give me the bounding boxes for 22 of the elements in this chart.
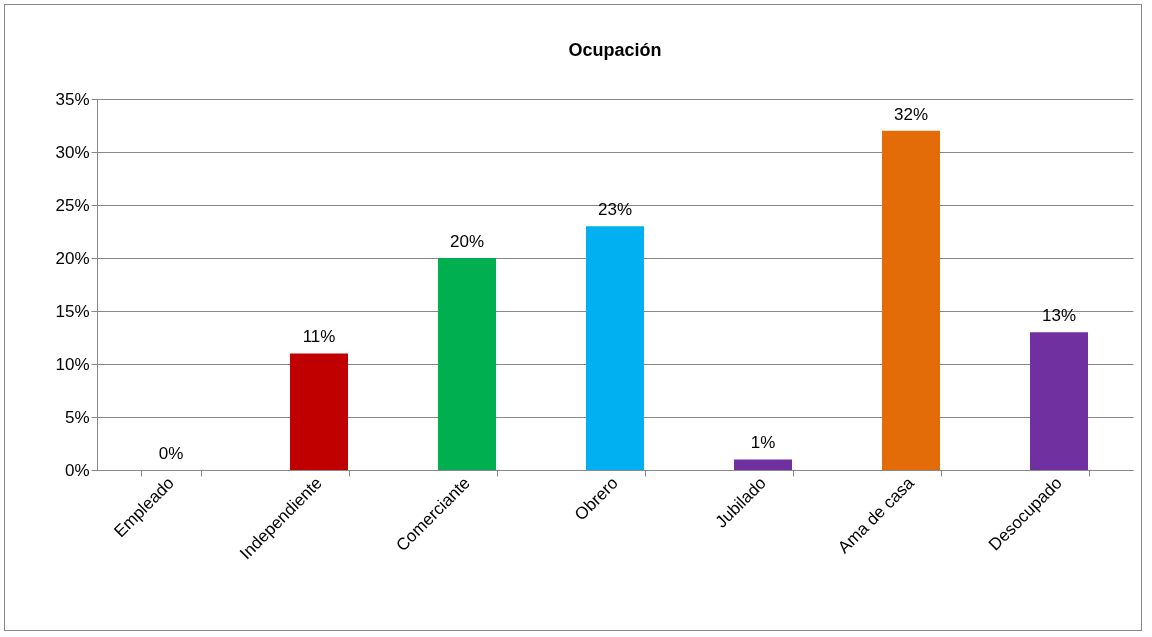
bar	[586, 226, 644, 470]
y-tick-label: 15%	[55, 301, 90, 321]
data-label: 32%	[893, 104, 929, 124]
y-tick-label: 5%	[64, 407, 90, 427]
data-label: 23%	[597, 200, 633, 220]
y-tick-label: 20%	[55, 248, 90, 268]
y-tick-label: 0%	[64, 460, 90, 480]
data-label: 1%	[750, 433, 776, 453]
data-label: 11%	[302, 327, 336, 347]
data-label: 13%	[1041, 306, 1077, 326]
bar	[438, 258, 496, 470]
chart-title: Ocupación	[568, 40, 662, 60]
bar	[290, 353, 348, 470]
bar	[882, 130, 940, 470]
y-tick-label: 30%	[55, 142, 90, 162]
y-tick-label: 25%	[55, 195, 90, 215]
bar	[734, 459, 792, 470]
data-label: 20%	[449, 232, 485, 251]
y-tick-label: 10%	[55, 354, 90, 374]
bar	[1030, 332, 1088, 470]
y-tick-label: 35%	[55, 89, 90, 109]
data-label: 0%	[158, 444, 184, 463]
